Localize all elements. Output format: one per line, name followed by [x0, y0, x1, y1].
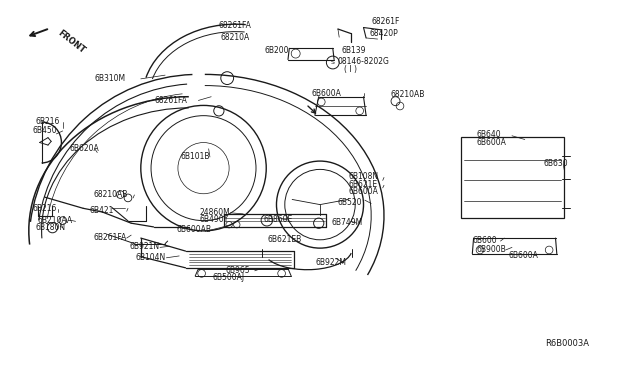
Text: 6B640: 6B640	[477, 130, 501, 139]
Text: 6B600AB: 6B600AB	[177, 225, 212, 234]
Text: 6B922M: 6B922M	[316, 258, 346, 267]
Text: FRONT: FRONT	[56, 28, 87, 55]
Text: 6B180N: 6B180N	[36, 223, 66, 232]
Text: 68261FA: 68261FA	[219, 21, 252, 30]
Text: 6B104N: 6B104N	[136, 253, 166, 262]
Text: 6B921N: 6B921N	[129, 242, 159, 251]
Text: 6B216: 6B216	[36, 117, 60, 126]
Text: 6B450: 6B450	[32, 126, 56, 135]
Bar	[461, 137, 564, 218]
Text: 6B310M: 6B310M	[94, 74, 125, 83]
Text: 6B600A: 6B600A	[509, 251, 539, 260]
Text: 6B621E: 6B621E	[349, 180, 378, 189]
Text: 6B600A: 6B600A	[477, 138, 507, 147]
Text: 6B500AJ: 6B500AJ	[212, 273, 244, 282]
Text: S: S	[331, 60, 335, 65]
Text: 6B860E: 6B860E	[264, 215, 293, 224]
Text: 6B749M: 6B749M	[332, 218, 363, 227]
Text: 68210AB: 68210AB	[390, 90, 425, 99]
Text: 6B101B: 6B101B	[180, 152, 210, 161]
Text: 6B200: 6B200	[265, 46, 289, 55]
Text: 08146-8202G: 08146-8202G	[338, 57, 390, 66]
Text: 6B490Y: 6B490Y	[200, 215, 229, 224]
Text: 6B600: 6B600	[472, 236, 497, 245]
Text: R6B0003A: R6B0003A	[545, 339, 589, 348]
Text: 6B900B: 6B900B	[477, 245, 506, 254]
Text: 68261FA: 68261FA	[155, 96, 188, 105]
Text: 68261F: 68261F	[371, 17, 399, 26]
Text: 6B600A: 6B600A	[349, 187, 379, 196]
Text: 6B621EB: 6B621EB	[268, 235, 302, 244]
Text: 6B630: 6B630	[544, 159, 568, 168]
Text: 6B965: 6B965	[225, 266, 250, 275]
Text: 68210A: 68210A	[221, 33, 250, 42]
Text: 68210AB: 68210AB	[93, 190, 128, 199]
Text: 6B520: 6B520	[338, 198, 362, 207]
Text: ( I ): ( I )	[344, 65, 357, 74]
Text: 6B108N: 6B108N	[349, 172, 379, 181]
Text: 24860M: 24860M	[200, 208, 230, 217]
Text: 6B600A: 6B600A	[311, 89, 341, 97]
Text: 6B210AA: 6B210AA	[37, 216, 72, 225]
Text: 68420P: 68420P	[370, 29, 399, 38]
Text: 6B421: 6B421	[90, 206, 114, 215]
Text: 6B261FA: 6B261FA	[93, 233, 127, 242]
Text: 6B620A: 6B620A	[69, 144, 99, 153]
Text: 6B216: 6B216	[32, 204, 56, 213]
Text: 6B139: 6B139	[342, 46, 366, 55]
